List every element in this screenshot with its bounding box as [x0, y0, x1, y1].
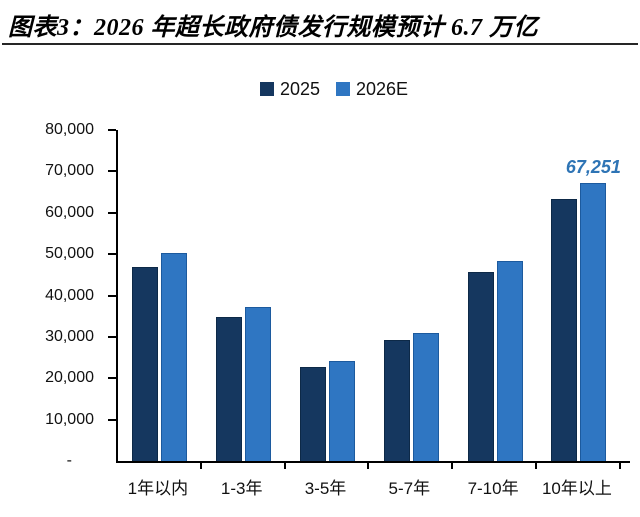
x-axis-label: 10年以上	[541, 479, 612, 498]
bar-2025	[467, 272, 494, 461]
legend-item-2025: 2025	[259, 79, 320, 99]
legend-swatch-2026e	[335, 82, 350, 96]
x-axis-tick	[451, 463, 454, 469]
y-axis-label: 20,000	[45, 369, 94, 387]
legend: 2025 2026E	[14, 80, 640, 98]
bar-group	[453, 130, 537, 461]
legend-label-2026e: 2026E	[355, 79, 409, 99]
x-axis-label: 3-5年	[304, 479, 347, 498]
y-axis-label: 50,000	[45, 245, 94, 263]
y-axis-label: 80,000	[45, 121, 94, 138]
y-axis: - 10,000 20,000 30,000 40,000 50,000 60,000 70,…	[0, 121, 94, 469]
y-axis-label: 60,000	[45, 203, 94, 221]
x-axis-tick	[199, 463, 202, 469]
legend-label-2025: 2025	[279, 79, 320, 99]
bar-2025	[299, 366, 326, 461]
bar-group: 67,251	[537, 130, 621, 461]
bar-2026e	[245, 307, 272, 461]
x-axis-tick	[283, 463, 286, 469]
x-axis-label: 7-10年	[467, 479, 519, 498]
title-divider	[2, 43, 638, 45]
y-axis-tick	[108, 418, 116, 421]
bar-2026e	[496, 260, 523, 461]
y-axis-label: 30,000	[45, 327, 94, 345]
x-axis-label: 1年以内	[127, 479, 189, 498]
bar-2025	[132, 266, 159, 461]
bar-2026e	[412, 332, 439, 461]
y-axis-label: 70,000	[45, 162, 94, 180]
y-axis-tick	[108, 377, 116, 380]
bar-value-label: 67,251	[565, 156, 621, 177]
legend-swatch-2025	[259, 82, 274, 96]
bar-2025	[216, 317, 243, 461]
x-axis-tick	[535, 463, 537, 469]
bar-group	[202, 130, 286, 461]
x-axis: 1年以内 1-3年 3-5年 5-7年 7-10年 10年以上	[116, 474, 628, 500]
y-axis-label: 10,000	[45, 410, 94, 428]
bar-2026e	[161, 253, 188, 461]
y-axis-label: -	[66, 452, 72, 469]
y-axis-label: 40,000	[45, 286, 94, 304]
bar-group	[286, 130, 370, 461]
bar-2025	[551, 198, 578, 461]
bar-group	[369, 130, 453, 461]
bar-2025	[383, 340, 410, 461]
x-axis-tick	[367, 463, 370, 469]
figure-title: 图表3：2026 年超长政府债发行规模预计 6.7 万亿	[8, 15, 538, 41]
y-axis-tick	[108, 335, 116, 338]
bar-2026e: 67,251	[566, 157, 621, 461]
y-axis-tick	[108, 129, 116, 131]
bar-group	[118, 130, 202, 461]
y-axis-tick	[108, 253, 116, 256]
plot-area: 67,251	[108, 129, 630, 469]
x-axis-label: 1-3年	[220, 479, 263, 498]
legend-item-2026e: 2026E	[335, 79, 409, 99]
bar-2026e	[328, 361, 355, 461]
y-axis-tick	[108, 170, 116, 173]
x-axis-label: 5-7年	[388, 479, 431, 498]
x-axis-tick	[618, 463, 621, 469]
y-axis-tick	[108, 294, 116, 297]
y-axis-tick	[108, 211, 116, 214]
